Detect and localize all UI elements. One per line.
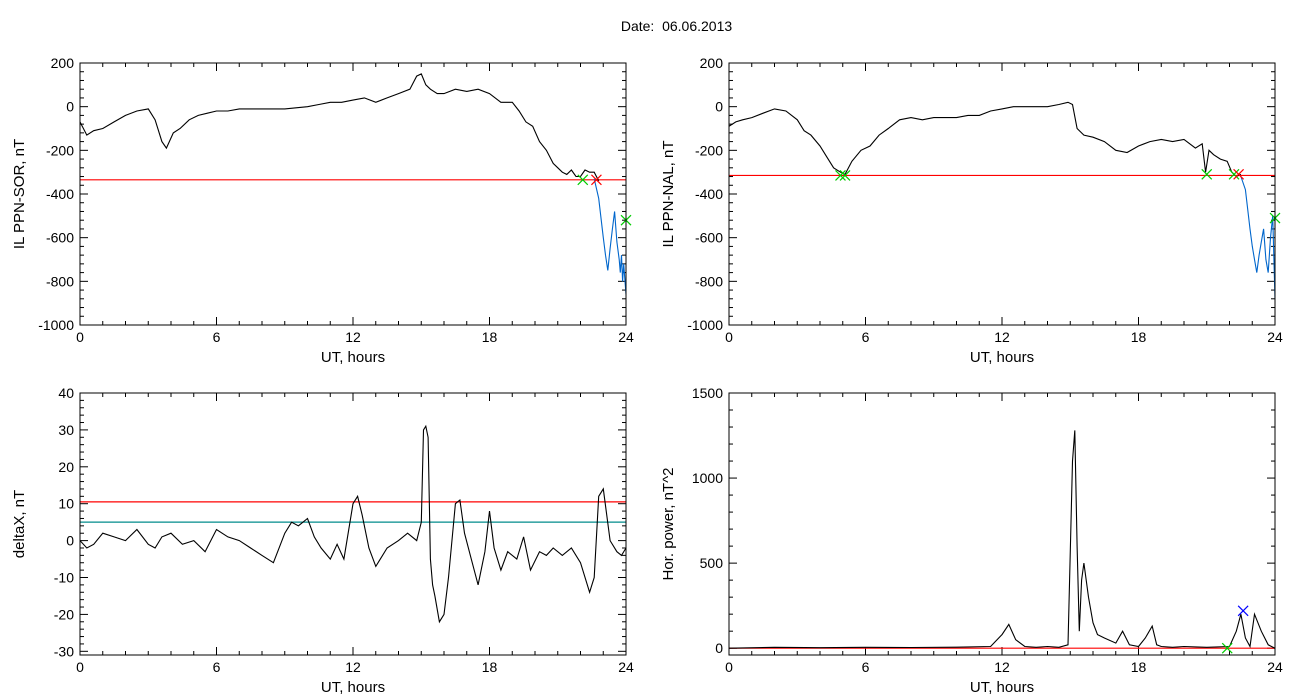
y-tick-label: 0 [66, 99, 74, 115]
x-tick-label: 12 [345, 659, 361, 675]
y-tick-label: -800 [695, 273, 723, 289]
x-tick-label: 18 [482, 659, 498, 675]
y-tick-label: 10 [58, 496, 74, 512]
y-tick-label: 30 [58, 422, 74, 438]
x-tick-label: 0 [725, 329, 733, 345]
x-marker [1201, 168, 1213, 180]
x-tick-label: 12 [994, 329, 1010, 345]
y-tick-label: -1000 [687, 317, 723, 333]
series-line [1240, 176, 1275, 299]
y-tick-label: 1500 [692, 385, 723, 401]
x-marker [591, 174, 602, 186]
y-tick-label: -400 [695, 186, 723, 202]
x-tick-label: 12 [345, 329, 361, 345]
y-tick-label: -200 [46, 142, 74, 158]
x-tick-label: 0 [76, 659, 84, 675]
plot-frame [728, 62, 1276, 326]
series-line [593, 178, 626, 295]
x-tick-label: 6 [862, 659, 870, 675]
page-title: Date: 06.06.2013 [620, 18, 733, 34]
y-tick-label: -30 [54, 643, 74, 659]
x-tick-label: 6 [213, 659, 221, 675]
x-axis-label: UT, hours [970, 349, 1034, 366]
x-tick-label: 24 [618, 659, 634, 675]
chart-panel-4: 0 6 12 18 24 0 500 1000 1500 UT, hours Hor. power,… [660, 385, 1283, 696]
chart-panel-2: 0 6 12 18 24 -1000 -800 -600 -400 -200 0 200 UT, hou… [660, 55, 1283, 366]
y-axis-label: Hor. power, nT^2 [660, 468, 677, 581]
y-tick-label: -20 [54, 606, 74, 622]
x-marker [1228, 168, 1240, 180]
series-line [729, 430, 1275, 649]
y-tick-label: 40 [58, 385, 74, 401]
x-tick-label: 6 [862, 329, 870, 345]
x-marker [577, 174, 589, 186]
chart-panel-3: 0 6 12 18 24 -30 -20 -10 0 10 20 30 40 UT, hours delta… [11, 385, 634, 696]
x-tick-label: 0 [76, 329, 84, 345]
y-axis-label: IL PPN-SOR, nT [11, 139, 28, 249]
x-marker [835, 170, 846, 181]
x-axis-label: UT, hours [970, 679, 1034, 696]
y-tick-label: 0 [715, 640, 723, 656]
y-tick-label: 200 [700, 55, 724, 71]
y-tick-label: -400 [46, 186, 74, 202]
plot-frame [79, 62, 627, 326]
x-axis-label: UT, hours [321, 349, 385, 366]
y-tick-label: -600 [695, 230, 723, 246]
x-tick-label: 0 [725, 659, 733, 675]
x-tick-label: 6 [213, 329, 221, 345]
y-axis-label: IL PPN-NAL, nT [660, 141, 677, 248]
x-tick-label: 24 [1267, 329, 1283, 345]
x-marker [1233, 168, 1245, 180]
x-tick-label: 18 [1131, 329, 1147, 345]
x-marker [1221, 642, 1233, 654]
series-line [729, 101, 1242, 178]
x-tick-label: 18 [1131, 659, 1147, 675]
y-tick-label: -800 [46, 273, 74, 289]
x-tick-label: 12 [994, 659, 1010, 675]
y-tick-label: -1000 [38, 317, 74, 333]
y-tick-label: 500 [700, 555, 724, 571]
plot-frame [728, 392, 1276, 656]
series-line [80, 73, 600, 182]
y-tick-label: 1000 [692, 470, 723, 486]
y-tick-label: -200 [695, 142, 723, 158]
x-tick-label: 24 [1267, 659, 1283, 675]
plot-frame [79, 392, 627, 656]
series-line [80, 424, 626, 624]
y-tick-label: -10 [54, 570, 74, 586]
y-tick-label: -600 [46, 230, 74, 246]
chart-panel-1: 0 6 12 18 24 -1000 -800 -600 -400 -200 0 200 UT, hou… [11, 55, 634, 366]
y-tick-label: 20 [58, 459, 74, 475]
y-axis-label: deltaX, nT [11, 490, 28, 558]
x-axis-label: UT, hours [321, 679, 385, 696]
y-tick-label: 200 [51, 55, 75, 71]
y-tick-label: 0 [66, 533, 74, 549]
x-tick-label: 18 [482, 329, 498, 345]
y-tick-label: 0 [715, 99, 723, 115]
x-marker [839, 170, 851, 181]
x-tick-label: 24 [618, 329, 634, 345]
x-marker [1237, 605, 1249, 617]
